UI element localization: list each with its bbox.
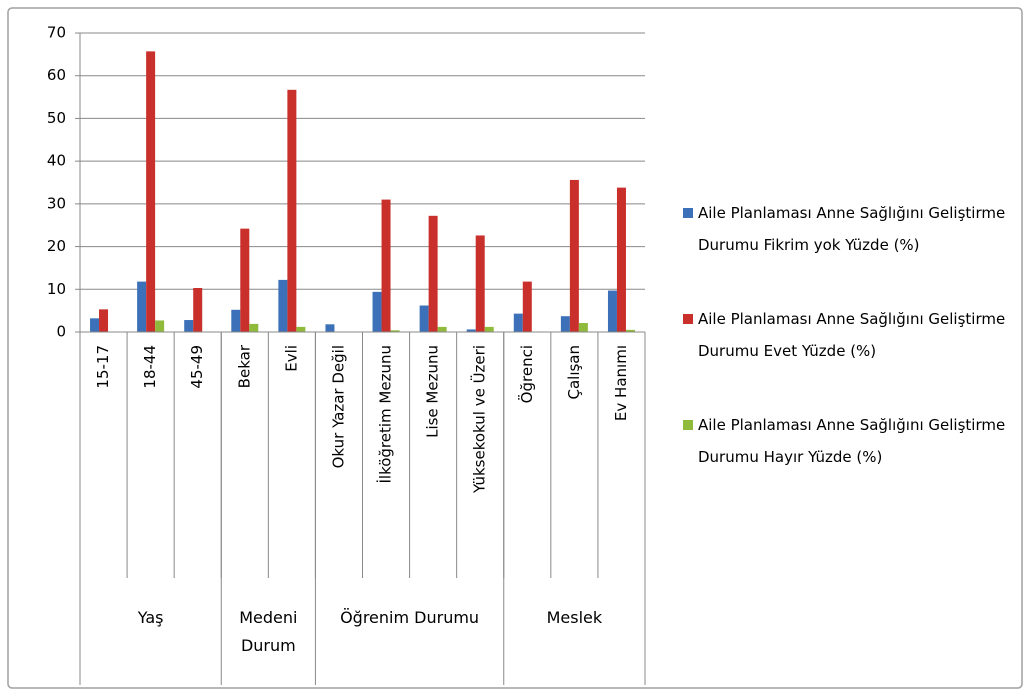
bar <box>437 326 447 332</box>
bar <box>184 320 194 332</box>
bar <box>578 323 588 332</box>
bar <box>381 199 391 332</box>
bar <box>372 291 382 332</box>
bar <box>193 288 203 332</box>
x-tick-label: Öğrenci <box>517 345 536 403</box>
bar <box>240 228 250 332</box>
bar <box>475 235 485 332</box>
bar <box>155 320 165 332</box>
bar <box>231 309 241 332</box>
bar <box>390 330 400 332</box>
y-tick-label: 10 <box>47 280 66 298</box>
bar <box>560 316 570 332</box>
chart-border <box>7 7 1023 689</box>
group-label: Medeni Durum <box>239 608 298 655</box>
x-tick-label: 15-17 <box>94 345 112 389</box>
group-label: Öğrenim Durumu <box>340 608 480 627</box>
bar <box>99 309 109 332</box>
group-label: Meslek <box>546 608 603 627</box>
bar <box>428 215 438 332</box>
legend-label: Aile Planlaması Anne Sağlığını Geliştirm… <box>698 416 1006 466</box>
x-tick-label: Bekar <box>235 344 253 388</box>
bar <box>278 279 288 332</box>
x-tick-label: Ev Hanımı <box>612 345 630 421</box>
bar <box>484 326 494 332</box>
bar <box>90 318 100 332</box>
legend-label: Aile Planlaması Anne Sağlığını Geliştirm… <box>698 204 1006 254</box>
x-tick-label: Lise Mezunu <box>424 345 442 438</box>
y-tick-label: 70 <box>47 24 66 42</box>
bar <box>146 51 156 333</box>
bar <box>616 187 626 332</box>
x-tick-label: Yüksekokul ve Üzeri <box>470 345 489 494</box>
bar <box>287 89 297 332</box>
legend-swatch <box>683 420 693 430</box>
bar <box>466 329 476 332</box>
y-tick-label: 20 <box>47 237 66 255</box>
y-tick-label: 50 <box>47 109 66 127</box>
bar <box>137 281 147 332</box>
x-tick-label: 45-49 <box>188 345 206 389</box>
bar <box>296 326 306 332</box>
y-tick-label: 40 <box>47 152 66 170</box>
x-tick-label: Çalışan <box>565 345 583 400</box>
bar <box>625 329 635 332</box>
legend-swatch <box>683 314 693 324</box>
x-tick-label: İlköğretim Mezunu <box>376 345 395 484</box>
y-tick-label: 0 <box>56 323 66 341</box>
x-tick-label: 18-44 <box>141 345 159 389</box>
x-tick-label: Evli <box>282 345 300 372</box>
y-tick-label: 30 <box>47 194 66 212</box>
bar <box>513 313 523 332</box>
bar <box>419 305 429 332</box>
bar <box>325 324 335 332</box>
group-label: Yaş <box>137 608 164 627</box>
legend-swatch <box>683 208 693 218</box>
bar <box>249 323 259 332</box>
y-tick-label: 60 <box>47 66 66 84</box>
bar <box>607 290 617 332</box>
bar <box>569 179 579 332</box>
x-tick-label: Okur Yazar Değil <box>329 345 347 468</box>
legend-label: Aile Planlaması Anne Sağlığını Geliştirm… <box>698 310 1006 360</box>
bar <box>522 281 532 332</box>
